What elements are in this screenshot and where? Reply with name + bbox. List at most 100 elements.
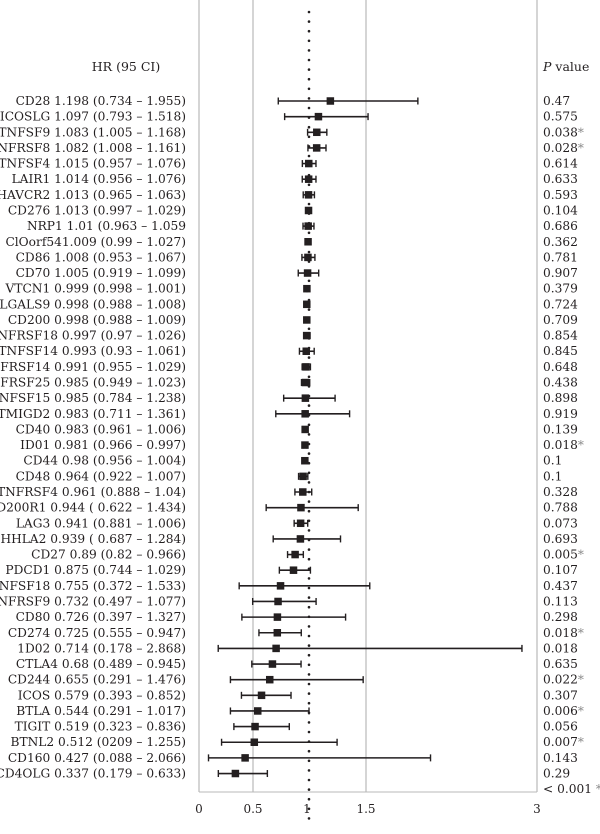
p-value: 0.006* bbox=[543, 704, 584, 718]
p-value: 0.1 bbox=[543, 469, 562, 483]
p-value: 0.328 bbox=[543, 485, 578, 499]
p-value: 0.073 bbox=[543, 516, 578, 530]
hr-point bbox=[299, 488, 307, 496]
hr-point bbox=[305, 159, 313, 168]
hr-point bbox=[304, 175, 313, 183]
reference-dot bbox=[307, 29, 311, 33]
hr-point bbox=[326, 97, 335, 105]
reference-dot bbox=[307, 634, 311, 638]
reference-dot bbox=[307, 404, 311, 407]
hr-point bbox=[301, 410, 309, 418]
p-value: 0.614 bbox=[543, 157, 578, 171]
reference-dot bbox=[307, 423, 311, 427]
row-label: TNFSF9 1.083 (1.005 – 1.168) bbox=[0, 125, 186, 139]
p-value: 0.709 bbox=[543, 313, 578, 327]
p-value: 0.437 bbox=[543, 579, 578, 593]
p-value: 0.788 bbox=[543, 501, 578, 515]
reference-dot bbox=[307, 749, 311, 753]
row-label: CD160 0.427 (0.088 – 2.066) bbox=[8, 751, 186, 765]
hr-point bbox=[296, 519, 305, 528]
reference-dot bbox=[307, 452, 311, 455]
x-tick-label: 3 bbox=[533, 802, 541, 816]
row-label: TNFSF14 0.993 (0.93 – 1.061) bbox=[0, 344, 186, 358]
hr-point bbox=[304, 206, 313, 215]
hr-point bbox=[273, 613, 282, 621]
row-label: CD276 1.013 (0.997 – 1.029) bbox=[8, 203, 186, 217]
forest-row: TNFRSF4 0.961 (0.888 – 1.04) 0.328 bbox=[0, 485, 578, 499]
hr-point bbox=[257, 691, 266, 700]
significance-mark: * bbox=[578, 704, 584, 718]
reference-dot bbox=[307, 596, 311, 599]
p-value: 0.635 bbox=[543, 657, 578, 671]
hr-point bbox=[302, 363, 310, 371]
row-label: CD70 1.005 (0.919 – 1.099) bbox=[16, 266, 186, 280]
hr-point bbox=[303, 269, 312, 277]
p-value: 0.781 bbox=[543, 250, 578, 264]
grid-lines bbox=[198, 0, 538, 793]
row-label: BTLA 0.544 (0.291 – 1.017) bbox=[16, 704, 186, 718]
forest-row: CD44 0.98 (0.956 – 1.004) 0.1 bbox=[23, 454, 562, 468]
row-label: NRP1 1.01 (0.963 – 1.059 bbox=[27, 219, 186, 233]
p-value: 0.633 bbox=[543, 172, 578, 186]
hr-point bbox=[299, 472, 307, 481]
row-label: LAIR1 1.014 (0.956 – 1.076) bbox=[12, 172, 186, 186]
hr-point bbox=[301, 441, 309, 449]
significance-mark: * bbox=[578, 548, 584, 562]
forest-row: CD276 1.013 (0.997 – 1.029) 0.104 bbox=[8, 203, 578, 217]
reference-dot bbox=[307, 500, 311, 503]
hr-point bbox=[301, 394, 310, 402]
row-label: ClOorf541.009 (0.99 – 1.027) bbox=[5, 235, 186, 249]
hr-point bbox=[272, 644, 280, 653]
significance-mark: * bbox=[578, 438, 584, 452]
p-value: 0.693 bbox=[543, 532, 578, 546]
reference-dot bbox=[307, 701, 311, 705]
reference-dot bbox=[307, 10, 311, 14]
row-label: LAG3 0.941 (0.881 – 1.006) bbox=[16, 516, 186, 530]
forest-row: NRP1 1.01 (0.963 – 1.059 0.686 bbox=[27, 219, 578, 233]
row-label: 1D02 0.714 (0.178 – 2.868) bbox=[17, 641, 186, 655]
hr-point bbox=[301, 425, 309, 434]
forest-row: CD274 0.725 (0.555 – 0.947) 0.018* bbox=[8, 626, 584, 640]
forest-row: CTLA4 0.68 (0.489 – 0.945) 0.635 bbox=[16, 657, 578, 671]
row-label: TNFSF4 1.015 (0.957 – 1.076) bbox=[0, 157, 186, 171]
p-value: 0.298 bbox=[543, 610, 578, 624]
reference-dot bbox=[307, 730, 311, 734]
reference-dot bbox=[307, 183, 311, 187]
hr-point bbox=[241, 754, 249, 762]
p-value: 0.575 bbox=[543, 110, 578, 124]
hr-point bbox=[296, 535, 305, 543]
forest-row: TNFSF4 1.015 (0.957 – 1.076) 0.614 bbox=[0, 157, 578, 171]
p-value: 0.028* bbox=[543, 141, 584, 155]
row-label: TNFRSF18 0.997 (0.97 – 1.026) bbox=[0, 329, 186, 343]
reference-dot bbox=[307, 106, 311, 110]
row-label: CD244 0.655 (0.291 – 1.476) bbox=[8, 673, 186, 687]
forest-row: CD244 0.655 (0.291 – 1.476) 0.022* bbox=[8, 673, 584, 687]
hr-header: HR (95 CI) bbox=[92, 59, 160, 74]
reference-dot bbox=[307, 77, 311, 81]
hr-point bbox=[302, 347, 310, 355]
row-label: TNFRSF8 1.082 (1.008 – 1.161) bbox=[0, 141, 186, 155]
reference-line-dots bbox=[307, 10, 311, 820]
reference-dot bbox=[307, 279, 311, 283]
row-label: CTLA4 0.68 (0.489 – 0.945) bbox=[16, 657, 186, 671]
forest-row: TNFRSF25 0.985 (0.949 – 1.023) 0.438 bbox=[0, 376, 578, 390]
hr-point bbox=[302, 331, 311, 340]
hr-point bbox=[303, 316, 311, 324]
hr-point bbox=[231, 769, 240, 778]
reference-dot bbox=[307, 692, 311, 695]
reference-dot bbox=[307, 586, 311, 590]
reference-dot bbox=[307, 548, 311, 551]
forest-row: LAG3 0.941 (0.881 – 1.006) 0.073 bbox=[16, 516, 578, 530]
forest-row: TNFRSF9 0.732 (0.497 – 1.077) 0.113 bbox=[0, 594, 578, 608]
hr-point bbox=[268, 660, 277, 668]
forest-row: HAVCR2 1.013 (0.965 – 1.063) 0.593 bbox=[0, 188, 578, 202]
reference-dot bbox=[307, 433, 311, 436]
hr-point bbox=[273, 629, 282, 637]
hr-point bbox=[304, 222, 312, 230]
row-label: BTNL2 0.512 (0209 – 1.255) bbox=[11, 735, 187, 749]
row-label: TNFRSF9 0.732 (0.497 – 1.077) bbox=[0, 594, 186, 608]
row-label: TNFRSF14 0.991 (0.955 – 1.029) bbox=[0, 360, 186, 374]
forest-row: TNFRSF8 1.082 (1.008 – 1.161) 0.028* bbox=[0, 141, 584, 155]
forest-rows: CD28 1.198 (0.734 – 1.955) 0.47 ICOSLG 1.0… bbox=[0, 94, 600, 796]
